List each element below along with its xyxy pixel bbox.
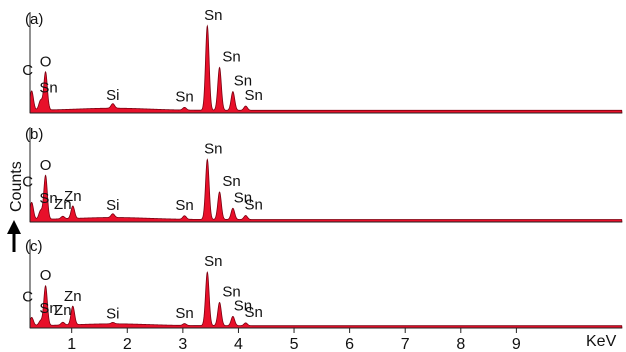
peak-label: Zn — [64, 188, 82, 205]
peak-label: Sn — [234, 297, 252, 314]
x-axis-label: KeV — [586, 333, 617, 350]
peak-label: Sn — [39, 190, 57, 207]
x-tick-label: 8 — [456, 336, 465, 352]
peak-label: Sn — [222, 173, 240, 190]
spectrum-area — [29, 24, 623, 114]
peak-label: O — [40, 53, 52, 70]
x-tick-label: 7 — [401, 336, 410, 352]
peak-label: O — [40, 157, 52, 174]
peak-label: Sn — [244, 304, 262, 321]
spectrum-area — [29, 271, 623, 329]
spectrum-area — [29, 158, 623, 223]
peak-label: C — [22, 289, 33, 306]
peak-label: Sn — [204, 141, 222, 158]
peak-label: Zn — [54, 196, 72, 213]
panel-label: (a) — [25, 11, 43, 28]
x-tick-label: 5 — [290, 336, 299, 352]
peak-label: Si — [106, 197, 119, 214]
x-tick-label: 1 — [67, 336, 76, 352]
peak-label: Zn — [54, 302, 72, 319]
x-tick-label: 2 — [123, 336, 132, 352]
peak-label: Sn — [39, 80, 57, 97]
y-axis-label: Counts — [8, 161, 25, 212]
peak-label: Sn — [39, 300, 57, 317]
peak-label: C — [22, 62, 33, 79]
peak-label: Sn — [244, 197, 262, 214]
peak-label: Si — [106, 305, 119, 322]
panel-label: (c) — [25, 238, 43, 255]
peak-label: Sn — [175, 89, 193, 106]
peak-label: Sn — [234, 189, 252, 206]
peak-label: Sn — [204, 7, 222, 24]
peak-label: Zn — [64, 288, 82, 305]
peak-label: Sn — [234, 73, 252, 90]
peak-label: C — [22, 174, 33, 191]
x-axis: 1 2 3 4 5 6 7 8 9 — [67, 328, 521, 352]
x-tick-label: 9 — [512, 336, 521, 352]
peak-label: Sn — [222, 283, 240, 300]
peak-label: Sn — [175, 197, 193, 214]
panel-label: (b) — [25, 126, 43, 143]
peak-label: Si — [106, 87, 119, 104]
peak-label: Sn — [244, 87, 262, 104]
x-tick-label: 6 — [345, 336, 354, 352]
peak-label: O — [40, 267, 52, 284]
y-axis-arrow-head — [7, 220, 21, 234]
x-tick-label: 3 — [178, 336, 187, 352]
peak-label: Sn — [222, 49, 240, 66]
x-tick-label: 4 — [234, 336, 243, 352]
peak-label: Sn — [204, 253, 222, 270]
peak-label: Sn — [175, 305, 193, 322]
y-axis-label-group: Counts — [7, 161, 25, 252]
